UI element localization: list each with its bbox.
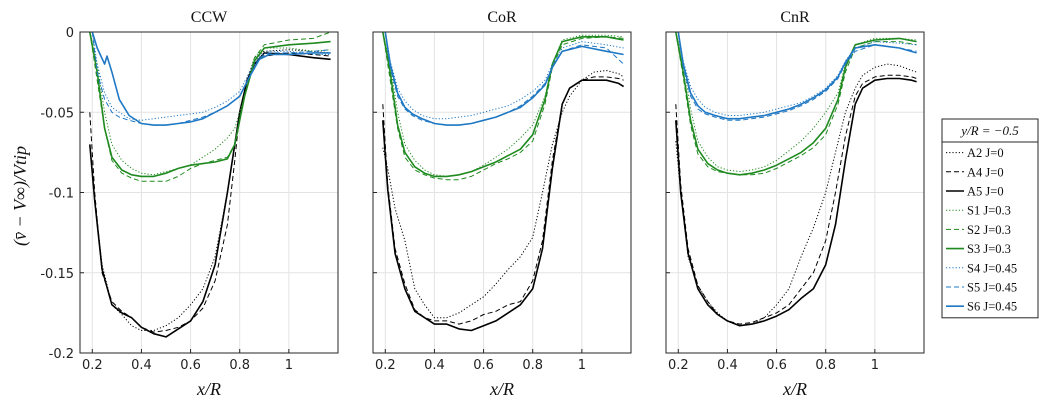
series-line-s6 bbox=[677, 32, 917, 120]
x-tick-label: 0.8 bbox=[815, 358, 836, 373]
legend-entry-s4: S4 J=0.45 bbox=[967, 261, 1017, 275]
x-axis-label: x/R bbox=[489, 379, 514, 399]
x-tick-label: 0.4 bbox=[131, 358, 152, 373]
legend-entry-s3: S3 J=0.3 bbox=[967, 242, 1011, 256]
y-tick-label: -0.2 bbox=[49, 347, 74, 362]
x-tick-label: 0.8 bbox=[522, 358, 543, 373]
panel-cor: 0.2 0.4 0.6 0.8 1 CoR x/R bbox=[372, 9, 632, 399]
legend-entry-s6: S6 J=0.45 bbox=[967, 300, 1017, 314]
series-line-s3 bbox=[89, 32, 331, 178]
x-tick-label: 1 bbox=[285, 358, 293, 373]
legend-entry-s2: S2 J=0.3 bbox=[967, 223, 1011, 237]
series-line-s1 bbox=[675, 32, 917, 173]
y-axis-label: (v̄ − V∞)/Vtip bbox=[10, 146, 31, 246]
chart-panels: 0.2 0.4 0.6 0.8 10-0.05-0.1-0.15-0.2CCWx/R0.… bbox=[40, 9, 925, 399]
series-line-s2 bbox=[89, 32, 331, 182]
x-tick-label: 1 bbox=[578, 358, 586, 373]
legend: y/R = −0.5 A2 J=0 A4 J=0 A5 J=0 S1 J=0.3 S2 J… bbox=[941, 118, 1039, 319]
panel-cnr: 0.2 0.4 0.6 0.8 1 CnR x/R bbox=[665, 9, 925, 399]
series-line-s6 bbox=[91, 32, 331, 126]
series-line-s5 bbox=[677, 32, 917, 121]
series-line-a5 bbox=[382, 79, 625, 332]
series-group bbox=[89, 32, 331, 338]
legend-box bbox=[941, 118, 1039, 319]
x-tick-label: 0.2 bbox=[375, 358, 396, 373]
x-axis-label: x/R bbox=[782, 379, 807, 399]
y-tick-label: -0.05 bbox=[40, 106, 74, 121]
legend-entry-a5: A5 J=0 bbox=[967, 185, 1004, 199]
series-line-s6 bbox=[384, 32, 624, 126]
x-tick-label: 1 bbox=[871, 358, 879, 373]
series-group bbox=[675, 32, 917, 327]
x-tick-label: 0.6 bbox=[766, 358, 787, 373]
series-line-a4 bbox=[89, 52, 331, 333]
x-tick-label: 0.2 bbox=[82, 358, 103, 373]
series-line-s3 bbox=[382, 32, 624, 178]
series-line-a5 bbox=[675, 77, 917, 327]
y-tick-label: -0.1 bbox=[49, 187, 74, 202]
y-tick-label: 0 bbox=[66, 26, 74, 41]
x-tick-label: 0.2 bbox=[668, 358, 689, 373]
series-line-s4 bbox=[91, 32, 331, 121]
panel-ccw: 0.2 0.4 0.6 0.8 1 0 -0.05 -0.1 -0.15 -0.2 CCW x/R bbox=[40, 9, 339, 399]
series-line-s2 bbox=[382, 32, 624, 181]
series-group bbox=[382, 32, 625, 332]
legend-title: y/R = −0.5 bbox=[959, 123, 1019, 138]
series-line-a2 bbox=[382, 70, 624, 319]
x-tick-label: 0.6 bbox=[473, 358, 494, 373]
x-tick-label: 0.4 bbox=[717, 358, 738, 373]
legend-entry-a2: A2 J=0 bbox=[967, 146, 1004, 160]
y-tick-label: -0.15 bbox=[40, 267, 74, 282]
panel-title: CnR bbox=[780, 9, 810, 26]
series-line-a2 bbox=[89, 49, 331, 331]
x-tick-label: 0.6 bbox=[180, 358, 201, 373]
series-line-a4 bbox=[675, 74, 917, 325]
x-axis-label: x/R bbox=[196, 379, 221, 399]
panel-title: CCW bbox=[191, 9, 228, 26]
panel-title: CoR bbox=[487, 9, 517, 26]
legend-entry-a4: A4 J=0 bbox=[967, 165, 1004, 179]
x-tick-label: 0.4 bbox=[424, 358, 445, 373]
x-tick-label: 0.8 bbox=[229, 358, 250, 373]
legend-entry-s5: S5 J=0.45 bbox=[967, 281, 1017, 295]
legend-entry-s1: S1 J=0.3 bbox=[967, 204, 1011, 218]
series-line-s4 bbox=[384, 32, 624, 120]
